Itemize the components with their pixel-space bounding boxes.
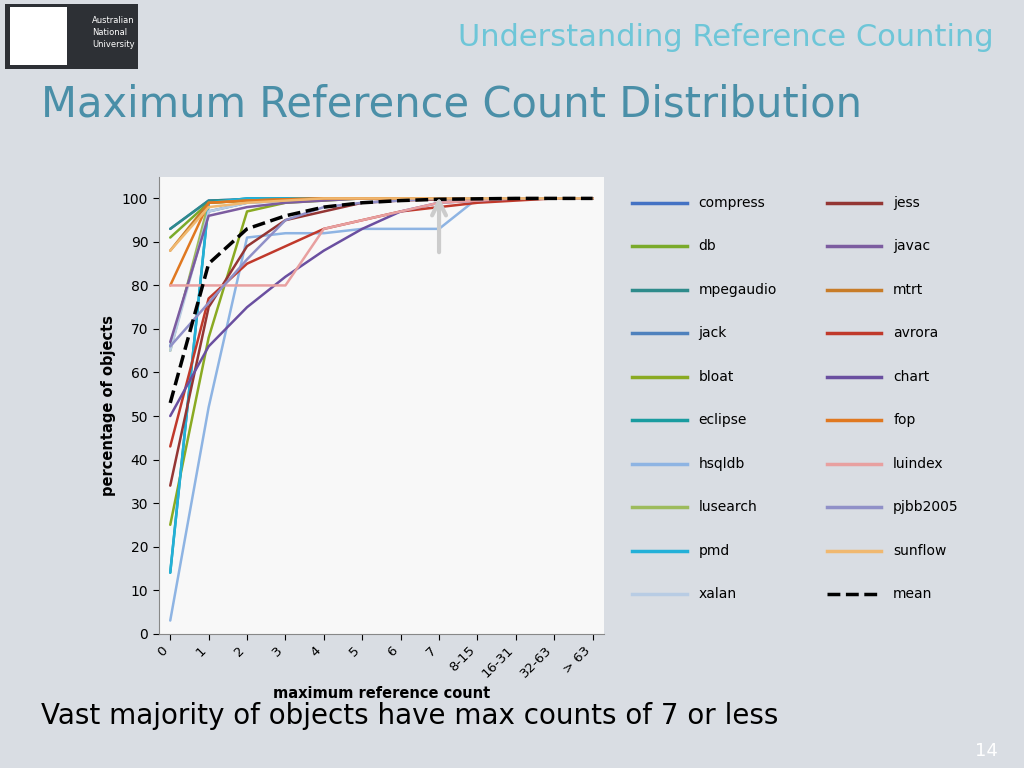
Text: bloat: bloat — [698, 370, 734, 384]
Text: 14: 14 — [975, 742, 997, 760]
Y-axis label: percentage of objects: percentage of objects — [101, 315, 117, 495]
Text: Vast majority of objects have max counts of 7 or less: Vast majority of objects have max counts… — [41, 702, 778, 730]
Text: mtrt: mtrt — [893, 283, 924, 296]
Text: mean: mean — [893, 588, 933, 601]
Text: Understanding Reference Counting: Understanding Reference Counting — [458, 23, 993, 52]
Text: eclipse: eclipse — [698, 413, 746, 427]
Text: javac: javac — [893, 240, 930, 253]
Text: fop: fop — [893, 413, 915, 427]
Text: mpegaudio: mpegaudio — [698, 283, 777, 296]
Text: avrora: avrora — [893, 326, 938, 340]
Text: sunflow: sunflow — [893, 544, 946, 558]
Text: pmd: pmd — [698, 544, 730, 558]
Text: jack: jack — [698, 326, 727, 340]
Text: lusearch: lusearch — [698, 501, 758, 515]
Text: compress: compress — [698, 196, 765, 210]
Text: db: db — [698, 240, 717, 253]
Text: jess: jess — [893, 196, 920, 210]
Text: Australian
National
University: Australian National University — [92, 16, 135, 49]
X-axis label: maximum reference count: maximum reference count — [272, 686, 490, 701]
Text: xalan: xalan — [698, 588, 736, 601]
FancyBboxPatch shape — [10, 7, 67, 65]
Text: Maximum Reference Count Distribution: Maximum Reference Count Distribution — [41, 84, 862, 126]
Text: luindex: luindex — [893, 457, 944, 471]
Text: hsqldb: hsqldb — [698, 457, 744, 471]
Text: chart: chart — [893, 370, 930, 384]
Text: pjbb2005: pjbb2005 — [893, 501, 958, 515]
FancyBboxPatch shape — [5, 4, 138, 68]
